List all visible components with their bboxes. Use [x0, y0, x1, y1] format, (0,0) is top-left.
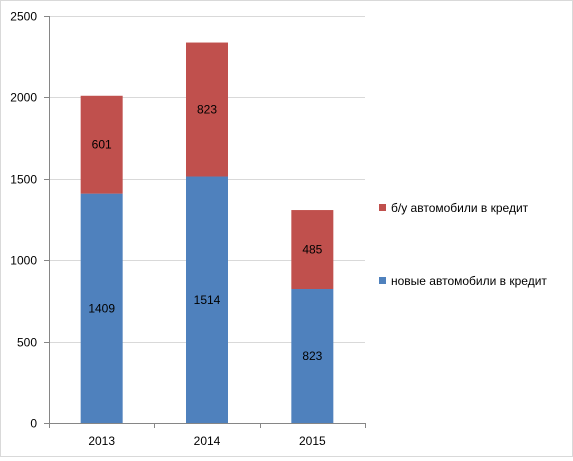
- y-tick-label: 500: [17, 336, 37, 350]
- bar-segment: [80, 193, 123, 423]
- bar-segment: [186, 42, 228, 177]
- y-tick-label: 2500: [10, 10, 37, 24]
- x-tick-label: 2013: [88, 434, 115, 448]
- data-label: 823: [302, 349, 322, 363]
- bar-segment: [291, 289, 334, 423]
- y-tick-label: 2000: [10, 91, 37, 105]
- y-tick-label: 1500: [10, 173, 37, 187]
- legend-label-new: новые автомобили в кредит: [391, 274, 547, 288]
- legend-swatch-used: [379, 204, 386, 211]
- data-label: 1409: [88, 301, 115, 315]
- bar-segment: [80, 95, 123, 194]
- data-label: 601: [92, 138, 112, 152]
- bar-segment: [291, 210, 334, 290]
- legend-swatch-new: [379, 277, 386, 284]
- legend-label-used: б/у автомобили в кредит: [391, 201, 529, 215]
- data-label: 485: [302, 243, 322, 257]
- y-tick-label: 1000: [10, 254, 37, 268]
- x-tick-label: 2014: [194, 434, 221, 448]
- data-label: 823: [197, 103, 217, 117]
- data-label: 1514: [194, 293, 221, 307]
- bar-segment: [186, 176, 228, 423]
- y-tick-label: 0: [30, 417, 37, 431]
- x-tick-label: 2015: [299, 434, 326, 448]
